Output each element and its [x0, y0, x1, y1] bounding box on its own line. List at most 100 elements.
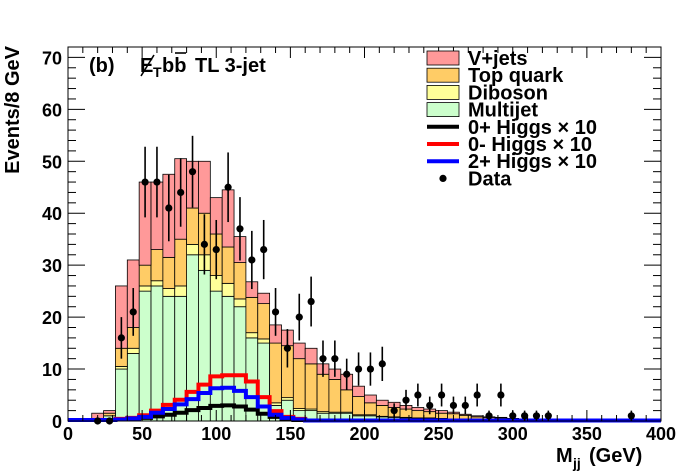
- data-point: [200, 214, 208, 275]
- y-tick-label: 20: [42, 308, 62, 328]
- higgs-signal-lines: [68, 373, 661, 423]
- diboson-bar: [174, 285, 188, 297]
- top-quark-bar: [233, 262, 247, 300]
- x-tick-label: 0: [63, 424, 73, 444]
- x-tick-label: 350: [572, 424, 602, 444]
- data-marker: [521, 412, 529, 420]
- data-point: [343, 358, 351, 390]
- y-tick-label: 70: [42, 48, 62, 68]
- data-point: [141, 146, 149, 218]
- data-point: [319, 340, 327, 377]
- v-jets-bar: [257, 292, 271, 305]
- data-point: [260, 219, 268, 280]
- v-jets-bar: [470, 415, 484, 418]
- multijet-bar: [126, 353, 140, 422]
- legend-label: V+jets: [468, 48, 527, 70]
- top-quark-bar: [138, 264, 152, 287]
- v-jets-bar: [304, 347, 318, 365]
- data-marker: [378, 360, 386, 368]
- legend-entry-0-higgs-10: 0+ Higgs × 10: [427, 117, 597, 139]
- legend-label: 0- Higgs × 10: [468, 134, 592, 156]
- x-axis-label: M jj (GeV): [556, 445, 642, 471]
- top-quark-bar: [257, 303, 271, 340]
- legend-swatch: [426, 85, 460, 100]
- x-tick-label: 100: [201, 424, 231, 444]
- legend-label: Data: [468, 168, 512, 190]
- data-point: [212, 219, 220, 280]
- met-slash: [140, 54, 155, 77]
- v-jets-bar: [435, 410, 448, 414]
- data-marker: [295, 313, 303, 321]
- data-marker: [212, 245, 220, 254]
- diboson-bar: [126, 347, 140, 354]
- y-tick-label: 50: [42, 152, 62, 172]
- diboson-bar: [245, 332, 259, 339]
- data-marker: [402, 396, 410, 404]
- data-point: [521, 410, 529, 421]
- data-marker: [485, 412, 493, 420]
- v-jets-bar: [198, 160, 211, 214]
- data-marker: [188, 168, 197, 176]
- legend-entry-multijet: Multijet: [426, 100, 538, 122]
- v-jets-bar: [103, 410, 116, 414]
- legend-entry-2-higgs-10: 2+ Higgs × 10: [427, 151, 597, 173]
- legend-label: Multijet: [468, 100, 538, 122]
- data-point: [414, 383, 422, 407]
- data-marker: [271, 308, 280, 316]
- top-quark-bar: [269, 342, 282, 404]
- top-quark-bar: [162, 256, 176, 289]
- data-point: [497, 383, 505, 407]
- data-point: [129, 288, 137, 336]
- data-marker: [461, 401, 469, 410]
- multijet-bar: [150, 285, 164, 422]
- top-quark-bar: [150, 249, 164, 282]
- multijet-bar: [209, 290, 223, 422]
- data-point: [544, 410, 552, 421]
- data-marker: [544, 412, 552, 420]
- top-quark-bar: [435, 412, 448, 419]
- data-marker: [141, 178, 149, 186]
- legend-entry-data: Data: [439, 168, 512, 190]
- top-quark-bar: [328, 379, 342, 413]
- legend-entry-top-quark: Top quark: [426, 65, 564, 87]
- data-point: [402, 389, 410, 411]
- v-jets-bar: [292, 342, 306, 360]
- legend-swatch: [426, 50, 460, 66]
- title-met-sub: T: [153, 64, 162, 80]
- x-axis-label-unit: (GeV): [589, 445, 642, 467]
- diboson-bar: [233, 298, 247, 308]
- axis-ticks: 0 50 100 150 200 250 300 350 400 0 10 20 30 40 50 60 70: [42, 46, 676, 444]
- top-quark-bar: [316, 373, 330, 413]
- data-point: [224, 152, 232, 223]
- top-quark-bar: [411, 410, 425, 419]
- panel-label: (b): [89, 55, 115, 77]
- data-marker: [307, 297, 315, 306]
- data-point: [331, 340, 339, 377]
- data-marker: [129, 308, 137, 316]
- data-marker: [414, 391, 422, 399]
- x-axis-label-sub: jj: [572, 455, 581, 471]
- data-marker: [437, 391, 446, 399]
- data-marker: [224, 183, 232, 191]
- legend-swatch: [426, 102, 460, 117]
- data-marker: [343, 370, 351, 378]
- y-axis-label: Events/8 GeV: [2, 45, 24, 174]
- legend-label: Top quark: [468, 65, 564, 87]
- data-point: [449, 396, 458, 415]
- data-point: [271, 288, 280, 336]
- data-marker: [283, 344, 292, 352]
- data-marker: [248, 256, 256, 264]
- data-marker: [354, 365, 363, 373]
- data-point: [437, 383, 446, 407]
- top-quark-bar: [221, 246, 235, 284]
- v-jets-bar: [352, 385, 365, 397]
- data-point: [366, 352, 375, 386]
- data-point: [177, 158, 185, 227]
- data-marker: [200, 240, 208, 248]
- v-jets-bar: [375, 399, 389, 406]
- data-marker: [390, 407, 398, 415]
- y-tick-label: 0: [52, 412, 62, 432]
- v-jets-bar: [458, 413, 472, 416]
